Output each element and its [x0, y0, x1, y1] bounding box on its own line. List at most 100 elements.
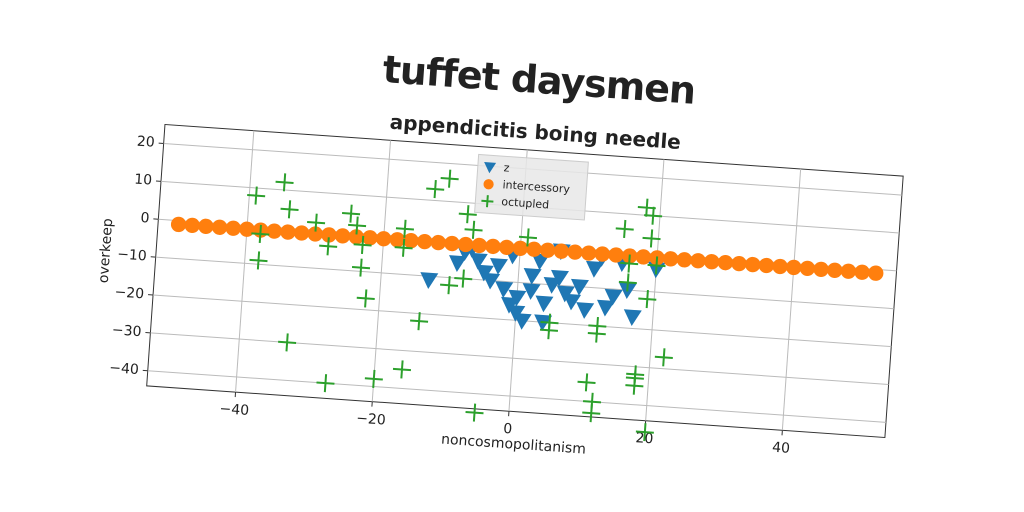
point [581, 245, 597, 261]
point [319, 237, 338, 256]
legend-label: octupled [501, 195, 550, 211]
point [512, 240, 528, 256]
point [618, 273, 637, 292]
point [449, 255, 467, 272]
point [211, 219, 228, 235]
point [577, 373, 596, 392]
point [362, 230, 378, 246]
y-tick-label: −20 [114, 284, 145, 302]
point [551, 269, 569, 287]
point [198, 218, 214, 234]
point [772, 258, 788, 275]
point [375, 231, 392, 247]
rotated-figure: tuffet daysmen appendicitis boing needle… [96, 47, 904, 458]
point [513, 312, 532, 330]
grid-line [155, 256, 894, 310]
y-tick-label: −10 [117, 246, 148, 264]
point [594, 246, 611, 262]
point [392, 360, 412, 379]
legend-marker [483, 179, 494, 190]
point [567, 244, 583, 260]
point [745, 256, 761, 273]
point [868, 265, 884, 281]
point [535, 295, 554, 313]
point [444, 235, 460, 252]
point [608, 247, 624, 263]
y-tick-label: 10 [134, 171, 153, 188]
plot-area [146, 123, 904, 439]
point [417, 233, 433, 250]
point [403, 233, 419, 249]
point [389, 232, 405, 248]
point [321, 227, 337, 243]
y-tick-label: 20 [136, 134, 155, 151]
point [663, 251, 679, 267]
point [458, 205, 477, 224]
y-tick-label: 0 [140, 210, 150, 227]
point [582, 404, 601, 423]
point [469, 252, 488, 270]
point [786, 259, 802, 276]
point [465, 403, 484, 422]
x-tick-label: −20 [356, 411, 387, 429]
point [247, 186, 266, 205]
point [635, 249, 652, 265]
point [799, 260, 816, 277]
point [471, 237, 487, 254]
grid-line [371, 140, 392, 402]
point [293, 225, 310, 241]
point [454, 269, 473, 288]
point [676, 252, 693, 268]
point [758, 257, 775, 274]
point [526, 241, 542, 257]
point [731, 255, 747, 272]
point [251, 224, 270, 243]
point [585, 260, 604, 278]
y-tick-label: −30 [111, 322, 142, 340]
point [482, 272, 501, 290]
point [440, 276, 459, 295]
point [280, 200, 299, 219]
point [523, 267, 542, 285]
legend-box [474, 153, 589, 221]
legend-marker [484, 162, 497, 174]
point [615, 219, 634, 239]
x-axis-label: noncosmopolitanism [441, 432, 587, 458]
point [364, 369, 383, 388]
point [275, 173, 294, 192]
point [571, 278, 589, 296]
point [654, 348, 673, 367]
point [184, 217, 200, 234]
grid-line [235, 130, 255, 393]
point [351, 258, 371, 277]
point [576, 302, 595, 319]
point [426, 180, 445, 199]
point [635, 423, 654, 442]
x-tick-label: 40 [772, 440, 791, 457]
point [563, 293, 582, 311]
point [249, 251, 268, 270]
point [522, 283, 541, 300]
legend-marker [481, 195, 494, 208]
point [620, 254, 639, 273]
point [410, 312, 429, 331]
point [531, 253, 550, 271]
point [420, 272, 439, 289]
point [278, 333, 297, 352]
point [266, 223, 282, 239]
point [647, 256, 666, 275]
point [704, 254, 720, 270]
point [827, 262, 843, 278]
point [495, 281, 514, 299]
point [394, 238, 413, 257]
legend-label: intercessory [502, 178, 571, 196]
point [690, 253, 706, 269]
point [540, 242, 556, 258]
grid-line [150, 332, 889, 385]
point [334, 228, 351, 244]
point [642, 229, 661, 248]
chart-title: tuffet daysmen [381, 47, 696, 113]
point [464, 220, 483, 239]
point [717, 255, 734, 271]
point [604, 288, 623, 306]
